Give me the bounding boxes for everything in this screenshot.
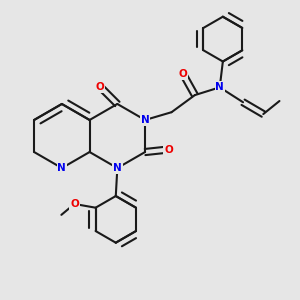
Text: N: N [141, 115, 149, 125]
Text: N: N [215, 82, 224, 92]
Text: O: O [179, 69, 188, 79]
Text: O: O [70, 199, 79, 209]
Text: N: N [113, 163, 122, 173]
Text: O: O [164, 145, 173, 154]
Text: N: N [58, 163, 66, 173]
Text: O: O [96, 82, 105, 92]
